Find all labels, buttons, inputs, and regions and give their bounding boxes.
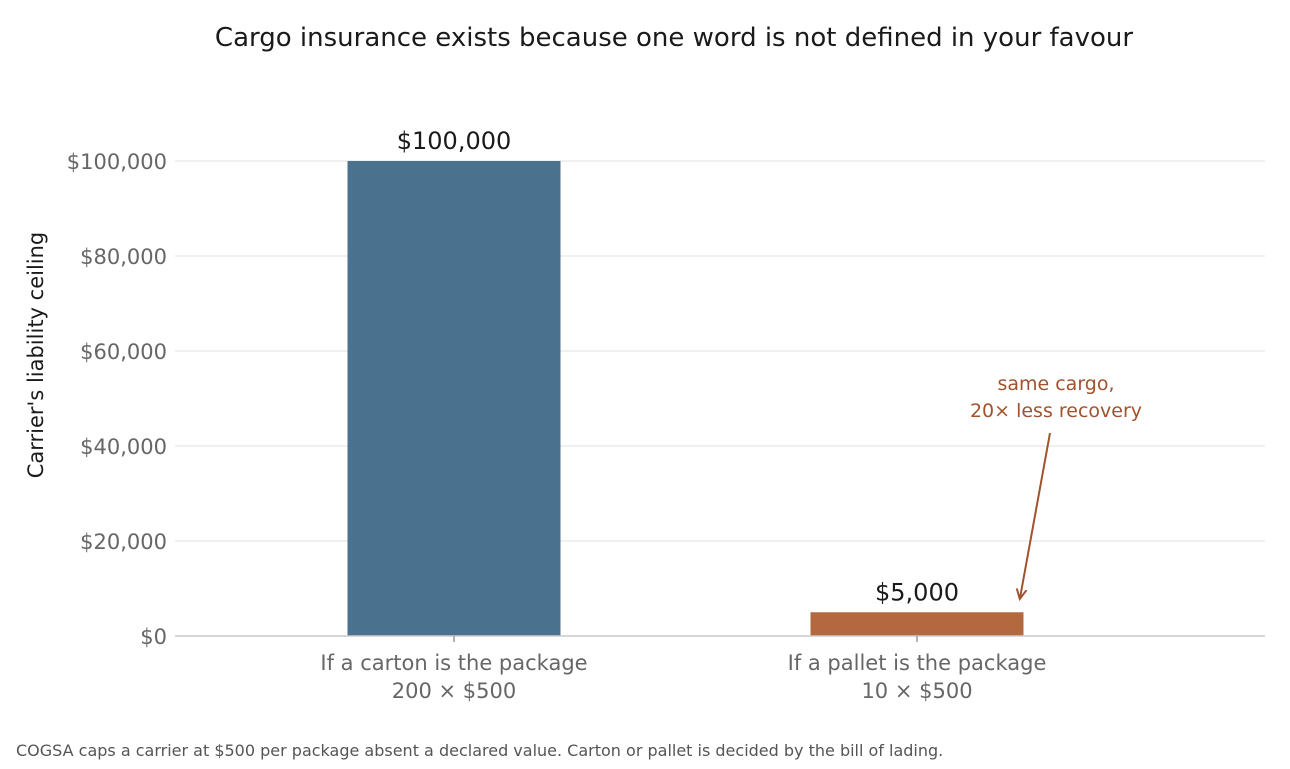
chart-caption: COGSA caps a carrier at $500 per package… (16, 741, 943, 760)
x-tick-label: If a carton is the package (320, 651, 587, 675)
bar-value-label: $5,000 (875, 578, 959, 606)
bars (347, 161, 1024, 636)
y-axis-ticks: $0 $20,000 $40,000 $60,000 $80,000 $100,000 (67, 150, 167, 649)
chart-title: Cargo insurance exists because one word … (215, 23, 1133, 53)
x-tick-sublabel: 10 × $500 (861, 679, 972, 703)
x-tick-sublabel: 200 × $500 (392, 679, 516, 703)
y-tick-label: $0 (140, 625, 167, 649)
y-tick-label: $60,000 (80, 340, 167, 364)
x-tick-label: If a pallet is the package (788, 651, 1047, 675)
annotation-line-2: 20× less recovery (970, 400, 1142, 422)
y-axis-label: Carrier's liability ceiling (24, 232, 48, 479)
bar-value-label: $100,000 (397, 127, 512, 155)
annotation-line-1: same cargo, (997, 373, 1114, 395)
grid-lines (175, 160, 1265, 542)
bar (810, 612, 1024, 636)
y-tick-label: $20,000 (80, 530, 167, 554)
bar (347, 161, 561, 636)
y-tick-label: $40,000 (80, 435, 167, 459)
x-axis-ticks: If a carton is the package 200 × $500 If a… (320, 636, 1046, 703)
y-tick-label: $80,000 (80, 245, 167, 269)
y-tick-label: $100,000 (67, 150, 167, 174)
annotation-arrow (1020, 432, 1051, 598)
data-labels: $100,000 $5,000 (397, 127, 959, 606)
annotation: same cargo, 20× less recovery (970, 373, 1142, 598)
